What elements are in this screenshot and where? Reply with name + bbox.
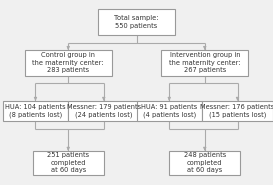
Text: 248 patients
completed
at 60 days: 248 patients completed at 60 days (184, 152, 226, 173)
FancyBboxPatch shape (202, 101, 273, 121)
Text: HUA: 104 patients
(8 patients lost): HUA: 104 patients (8 patients lost) (5, 104, 66, 118)
FancyBboxPatch shape (3, 101, 68, 121)
FancyBboxPatch shape (68, 101, 139, 121)
Text: Messner: 176 patients
(15 patients lost): Messner: 176 patients (15 patients lost) (200, 104, 273, 118)
Text: Intervention group in
the maternity center:
267 patients: Intervention group in the maternity cent… (169, 52, 241, 73)
FancyBboxPatch shape (98, 9, 175, 35)
FancyBboxPatch shape (161, 50, 248, 76)
FancyBboxPatch shape (169, 151, 240, 175)
FancyBboxPatch shape (33, 151, 104, 175)
Text: Messner: 179 patients
(24 patients lost): Messner: 179 patients (24 patients lost) (67, 104, 141, 118)
Text: Control group in
the maternity center:
283 patients: Control group in the maternity center: 2… (32, 52, 104, 73)
Text: Total sample:
550 patients: Total sample: 550 patients (114, 16, 159, 29)
Text: HUA: 91 patients
(4 patients lost): HUA: 91 patients (4 patients lost) (141, 104, 197, 118)
FancyBboxPatch shape (136, 101, 202, 121)
FancyBboxPatch shape (25, 50, 112, 76)
Text: 251 patients
completed
at 60 days: 251 patients completed at 60 days (47, 152, 89, 173)
